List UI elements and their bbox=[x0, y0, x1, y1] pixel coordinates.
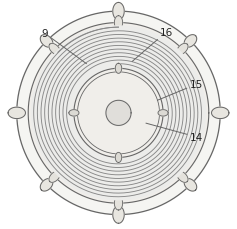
Polygon shape bbox=[113, 3, 124, 21]
Polygon shape bbox=[177, 44, 188, 55]
Polygon shape bbox=[49, 171, 60, 183]
Polygon shape bbox=[40, 35, 53, 48]
Polygon shape bbox=[114, 196, 123, 210]
Polygon shape bbox=[106, 101, 131, 126]
Polygon shape bbox=[184, 179, 197, 191]
Polygon shape bbox=[28, 23, 209, 203]
Polygon shape bbox=[17, 12, 220, 215]
Text: 14: 14 bbox=[146, 124, 203, 142]
Polygon shape bbox=[74, 69, 163, 158]
Polygon shape bbox=[115, 153, 122, 163]
Polygon shape bbox=[49, 44, 60, 55]
Text: 16: 16 bbox=[132, 27, 173, 62]
Text: 15: 15 bbox=[157, 80, 203, 101]
Polygon shape bbox=[115, 64, 122, 74]
Polygon shape bbox=[40, 179, 53, 191]
Polygon shape bbox=[177, 171, 188, 183]
Polygon shape bbox=[113, 206, 124, 223]
Polygon shape bbox=[184, 35, 197, 48]
Polygon shape bbox=[69, 110, 79, 117]
Polygon shape bbox=[114, 17, 123, 30]
Polygon shape bbox=[8, 108, 25, 119]
Text: 9: 9 bbox=[41, 29, 87, 64]
Polygon shape bbox=[158, 110, 168, 117]
Polygon shape bbox=[212, 108, 229, 119]
Polygon shape bbox=[32, 27, 205, 200]
